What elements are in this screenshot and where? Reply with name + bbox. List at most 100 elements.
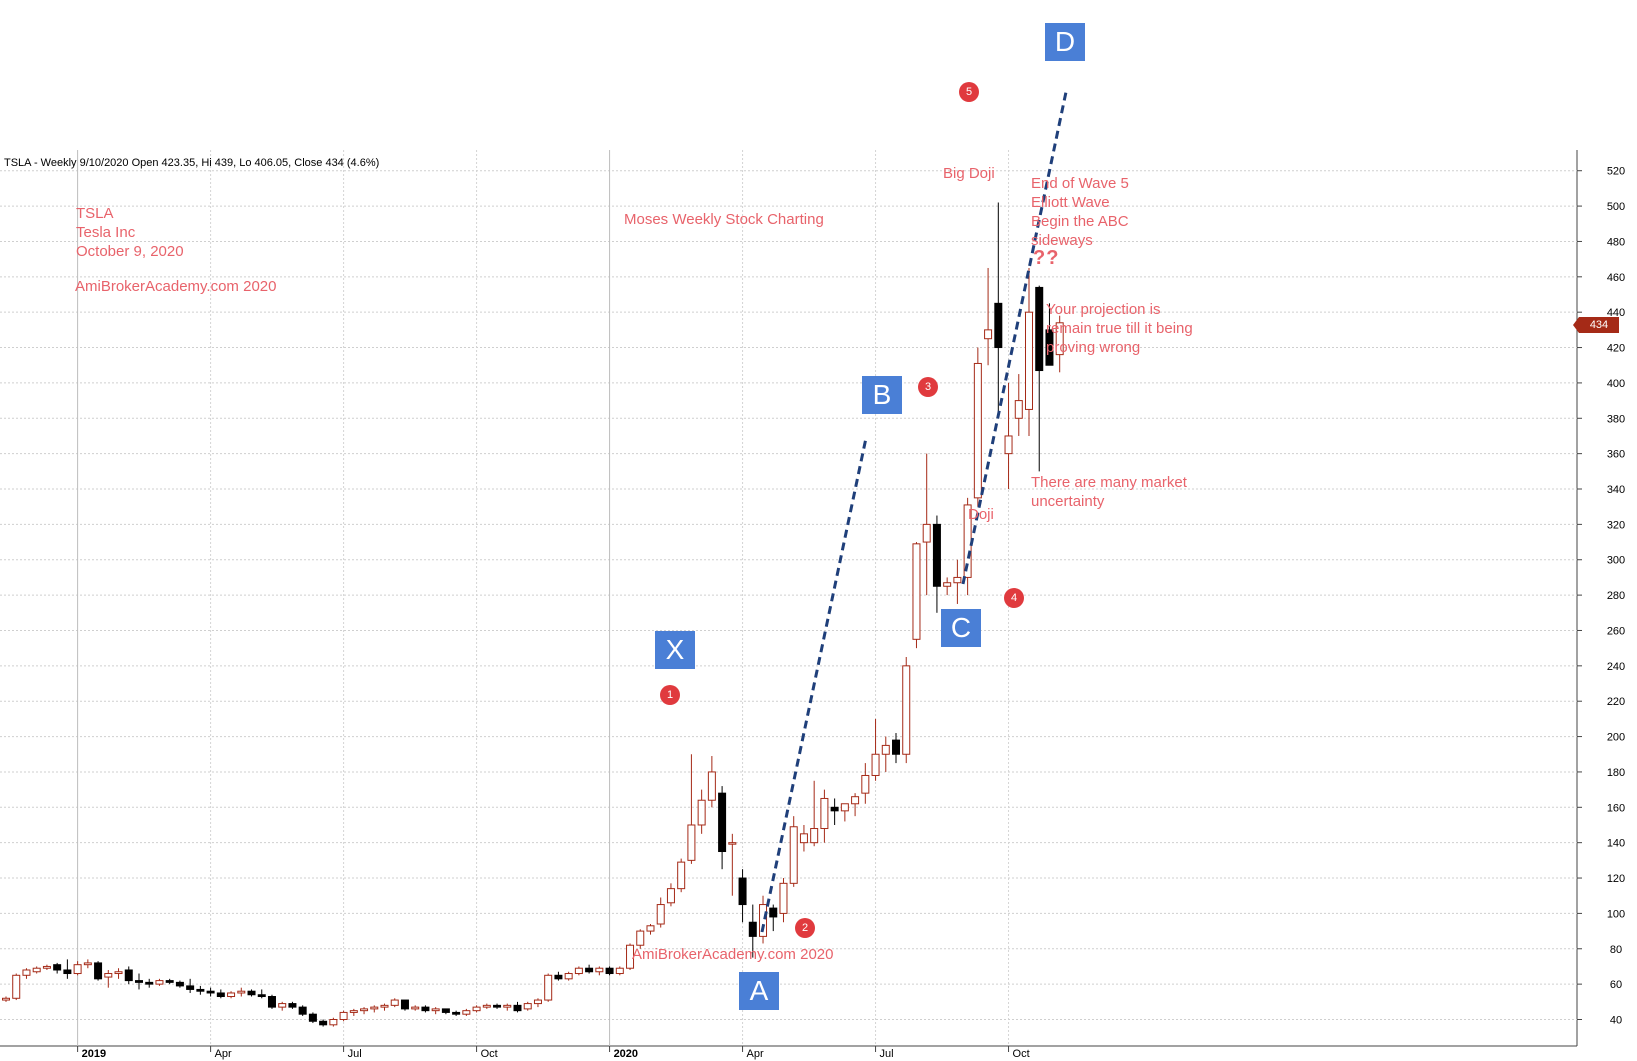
y-tick-label: 300 <box>1607 555 1625 567</box>
candle-body <box>697 799 706 826</box>
candle-body <box>349 1010 358 1013</box>
y-tick-label: 480 <box>1607 236 1625 248</box>
candle-body <box>482 1004 491 1008</box>
candle-body <box>615 967 624 975</box>
candle-body <box>196 988 205 992</box>
candle-body <box>718 792 727 853</box>
candle-body <box>851 796 860 805</box>
candle-body <box>595 967 604 973</box>
trendline-a-b <box>760 437 868 933</box>
candle-body <box>257 994 266 998</box>
candle-body <box>380 1004 389 1008</box>
candle-body <box>63 969 72 975</box>
candle-body <box>1025 311 1033 410</box>
candle-body <box>472 1006 481 1012</box>
wave-count-5: 5 <box>959 82 979 102</box>
candle-body <box>114 971 123 975</box>
candle-body <box>288 1003 297 1008</box>
x-tick-label: Jul <box>880 1048 894 1060</box>
y-tick-label: 80 <box>1610 944 1622 956</box>
candle-body <box>544 974 553 1001</box>
wave-note-line-2: Elliott Wave <box>1031 194 1110 211</box>
wave-note: End of Wave 5 Elliott Wave Begin the ABC… <box>1031 174 1129 250</box>
y-tick-label: 500 <box>1607 201 1625 213</box>
candle-body <box>707 771 716 801</box>
wave-label-x: X <box>655 631 695 669</box>
y-tick-label: 460 <box>1607 272 1625 284</box>
candle-body <box>554 974 563 980</box>
candle-body <box>134 980 143 983</box>
y-tick-label: 280 <box>1607 590 1625 602</box>
candle-body <box>892 739 901 755</box>
candle-body <box>1035 286 1044 372</box>
candle-body <box>871 753 880 776</box>
candle-body <box>1045 329 1054 366</box>
x-tick-label: 2020 <box>614 1048 638 1060</box>
candle-body <box>687 824 696 861</box>
site-label: AmiBrokerAcademy.com 2020 <box>75 278 277 295</box>
candle-body <box>585 967 594 973</box>
candle-body <box>12 974 21 999</box>
y-tick-label: 260 <box>1607 625 1625 637</box>
wave-label-d: D <box>1045 23 1085 61</box>
candle-body <box>165 980 174 983</box>
moses-label: Moses Weekly Stock Charting <box>624 211 824 228</box>
candle-body <box>574 967 583 975</box>
projection-note: Your projection is remain true till it b… <box>1046 300 1193 357</box>
candle-body <box>810 828 819 844</box>
y-tick-label: 140 <box>1607 838 1625 850</box>
candle-body <box>564 973 573 980</box>
candle-body <box>493 1004 502 1008</box>
candle-body <box>431 1008 440 1012</box>
y-tick-label: 360 <box>1607 449 1625 461</box>
projection-line-2: remain true till it being <box>1046 320 1193 337</box>
candle-body <box>830 806 839 812</box>
title-line-company: Tesla Inc <box>76 224 136 241</box>
y-tick-label: 380 <box>1607 413 1625 425</box>
candle-body <box>22 969 31 976</box>
wave-label-c: C <box>941 609 981 647</box>
candle-body <box>83 962 92 966</box>
candle-body <box>370 1006 379 1010</box>
uncertainty-note: There are many market uncertainty <box>1031 473 1187 511</box>
y-tick-label: 340 <box>1607 484 1625 496</box>
y-tick-label: 180 <box>1607 767 1625 779</box>
candle-body <box>738 877 747 906</box>
y-tick-label: 120 <box>1607 873 1625 885</box>
question-marks: ?? <box>1033 247 1060 269</box>
title-line-ticker: TSLA <box>76 205 114 222</box>
uncertainty-line-1: There are many market <box>1031 474 1187 491</box>
candle-body <box>861 774 870 794</box>
candle-body <box>227 992 236 998</box>
candle-body <box>308 1013 317 1022</box>
candle-body <box>421 1006 430 1012</box>
candle-body <box>656 904 665 925</box>
candle-body <box>390 999 399 1006</box>
candle-body <box>922 523 931 543</box>
x-tick-label: Apr <box>215 1048 232 1060</box>
x-tick-label: Oct <box>1013 1048 1030 1060</box>
candle-body <box>360 1008 369 1012</box>
candle-body <box>339 1011 348 1021</box>
wave-count-3: 3 <box>918 377 938 397</box>
candle-body <box>973 362 982 499</box>
candle-body <box>1004 435 1013 455</box>
candle-body <box>666 888 675 904</box>
candle-body <box>319 1020 328 1026</box>
candle-body <box>53 964 62 971</box>
y-tick-label: 100 <box>1607 908 1625 920</box>
candle-body <box>994 302 1003 349</box>
candle-body <box>94 962 103 980</box>
doji-label: Doji <box>968 506 994 523</box>
y-tick-label: 520 <box>1607 166 1625 178</box>
candle-body <box>329 1019 338 1026</box>
candle-body <box>646 925 655 932</box>
candle-body <box>278 1003 287 1008</box>
candle-body <box>902 665 911 755</box>
candle-body <box>912 543 921 640</box>
candle-body <box>186 985 195 990</box>
trendline-c-d <box>961 91 1068 585</box>
candle-body <box>626 944 635 969</box>
y-tick-label: 220 <box>1607 696 1625 708</box>
candle-body <box>881 744 890 755</box>
